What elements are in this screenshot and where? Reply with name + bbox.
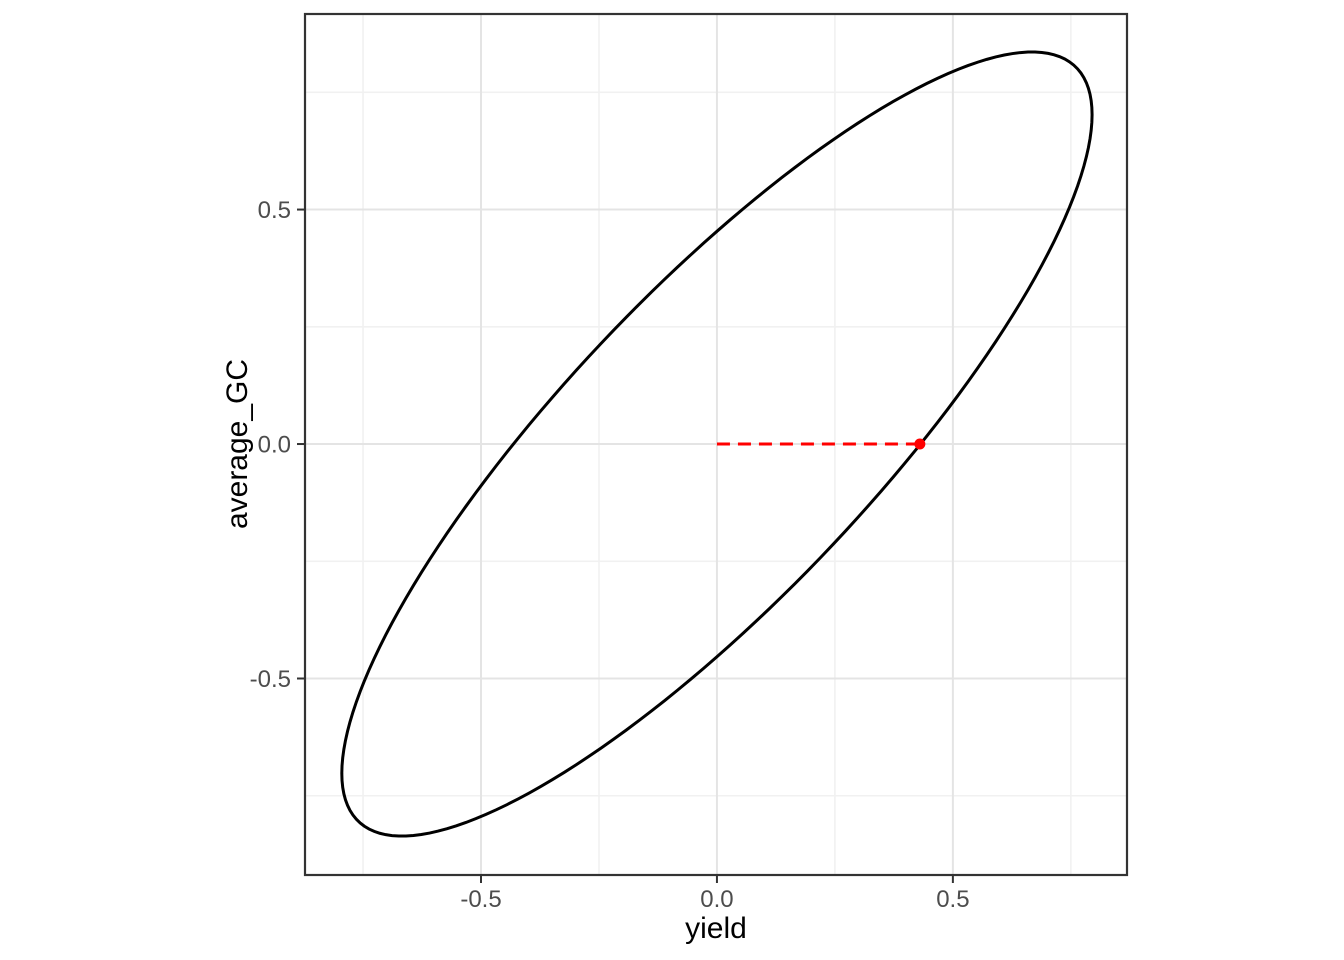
correlation-ellipse: [340, 50, 1094, 838]
x-tick-label: -0.5: [460, 886, 501, 913]
y-tick-label: 0.5: [258, 197, 291, 224]
x-axis-title: yield: [685, 912, 747, 945]
y-tick-label: -0.5: [250, 666, 291, 693]
axis-tick-labels: -0.5 0.0 0.5 -0.5 0.0 0.5: [250, 197, 970, 913]
y-axis-title: average_GC: [221, 359, 254, 529]
y-tick-label: 0.0: [258, 432, 291, 459]
correlation-point: [914, 438, 926, 450]
axis-tick-marks: [297, 208, 954, 883]
x-tick-label: 0.0: [700, 886, 733, 913]
data-series: [340, 50, 1094, 838]
x-tick-label: 0.5: [936, 886, 969, 913]
